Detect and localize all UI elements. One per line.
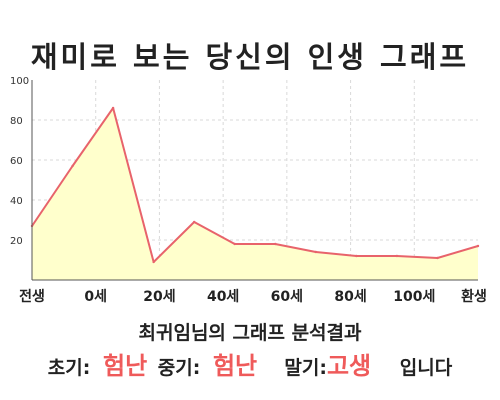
analysis-caption: 최귀임님의 그래프 분석결과: [138, 322, 362, 344]
x-tick-label-4: 60세: [271, 289, 303, 305]
x-tick-label-2: 20세: [143, 289, 175, 305]
series-segment-2: [112, 107, 155, 263]
chart-series-line: [30, 106, 480, 264]
series-segment-10: [436, 245, 479, 259]
data-point-2: [111, 106, 115, 110]
x-tick-label-1: 0세: [84, 289, 107, 305]
x-tick-label-5: 80세: [334, 289, 366, 305]
y-tick-label-80: 80: [10, 116, 23, 127]
data-point-7: [314, 250, 318, 254]
series-area: [32, 108, 478, 280]
series-segment-7: [314, 251, 358, 257]
data-point-3: [152, 260, 155, 264]
chart-area-fill: [32, 108, 478, 280]
series-segment-6: [274, 243, 317, 253]
early-stage-label: 초기:: [47, 357, 91, 379]
series-segment-1: [71, 107, 115, 167]
y-tick-label-40: 40: [10, 196, 23, 207]
early-stage-value: 험난: [102, 352, 148, 380]
series-segment-3: [152, 221, 196, 263]
series-segment-9: [395, 255, 439, 259]
y-tick-labels: 20 40 60 80 100: [10, 76, 29, 247]
y-tick-label-100: 100: [10, 76, 29, 87]
x-tick-labels: 전생 0세 20세 40세 60세 80세 100세 환생: [19, 288, 487, 305]
data-point-6: [274, 242, 277, 246]
chart-axes: [31, 80, 478, 281]
x-tick-label-6: 100세: [393, 289, 435, 305]
data-point-5: [233, 242, 236, 246]
chart-title: 재미로 보는 당신의 인생 그래프: [30, 40, 470, 74]
x-tick-label-3: 40세: [207, 289, 239, 305]
y-tick-label-20: 20: [10, 236, 23, 247]
series-segment-0: [31, 165, 74, 227]
data-point-8: [355, 254, 358, 258]
mid-stage-value: 험난: [212, 352, 258, 380]
life-graph-chart: 20 40 60 80 100 전생 0세 20세 40세 60세 80세 100세 환생: [10, 76, 487, 305]
data-point-4: [192, 220, 196, 224]
data-point-1: [71, 164, 74, 168]
data-point-11: [476, 244, 480, 248]
result-suffix: 입니다: [399, 357, 453, 379]
data-point-10: [436, 256, 439, 260]
mid-stage-label: 중기:: [157, 357, 201, 379]
data-point-9: [395, 254, 399, 258]
late-stage-value: 고생: [326, 352, 372, 380]
analysis-result: 초기: 험난 중기: 험난 말기:고생 입니다: [0, 346, 500, 381]
late-stage-label: 말기:: [284, 357, 327, 379]
y-tick-label-60: 60: [10, 156, 23, 167]
x-tick-label-0: 전생: [19, 288, 45, 305]
x-tick-label-7: 환생: [461, 288, 487, 305]
series-segment-4: [193, 221, 236, 245]
